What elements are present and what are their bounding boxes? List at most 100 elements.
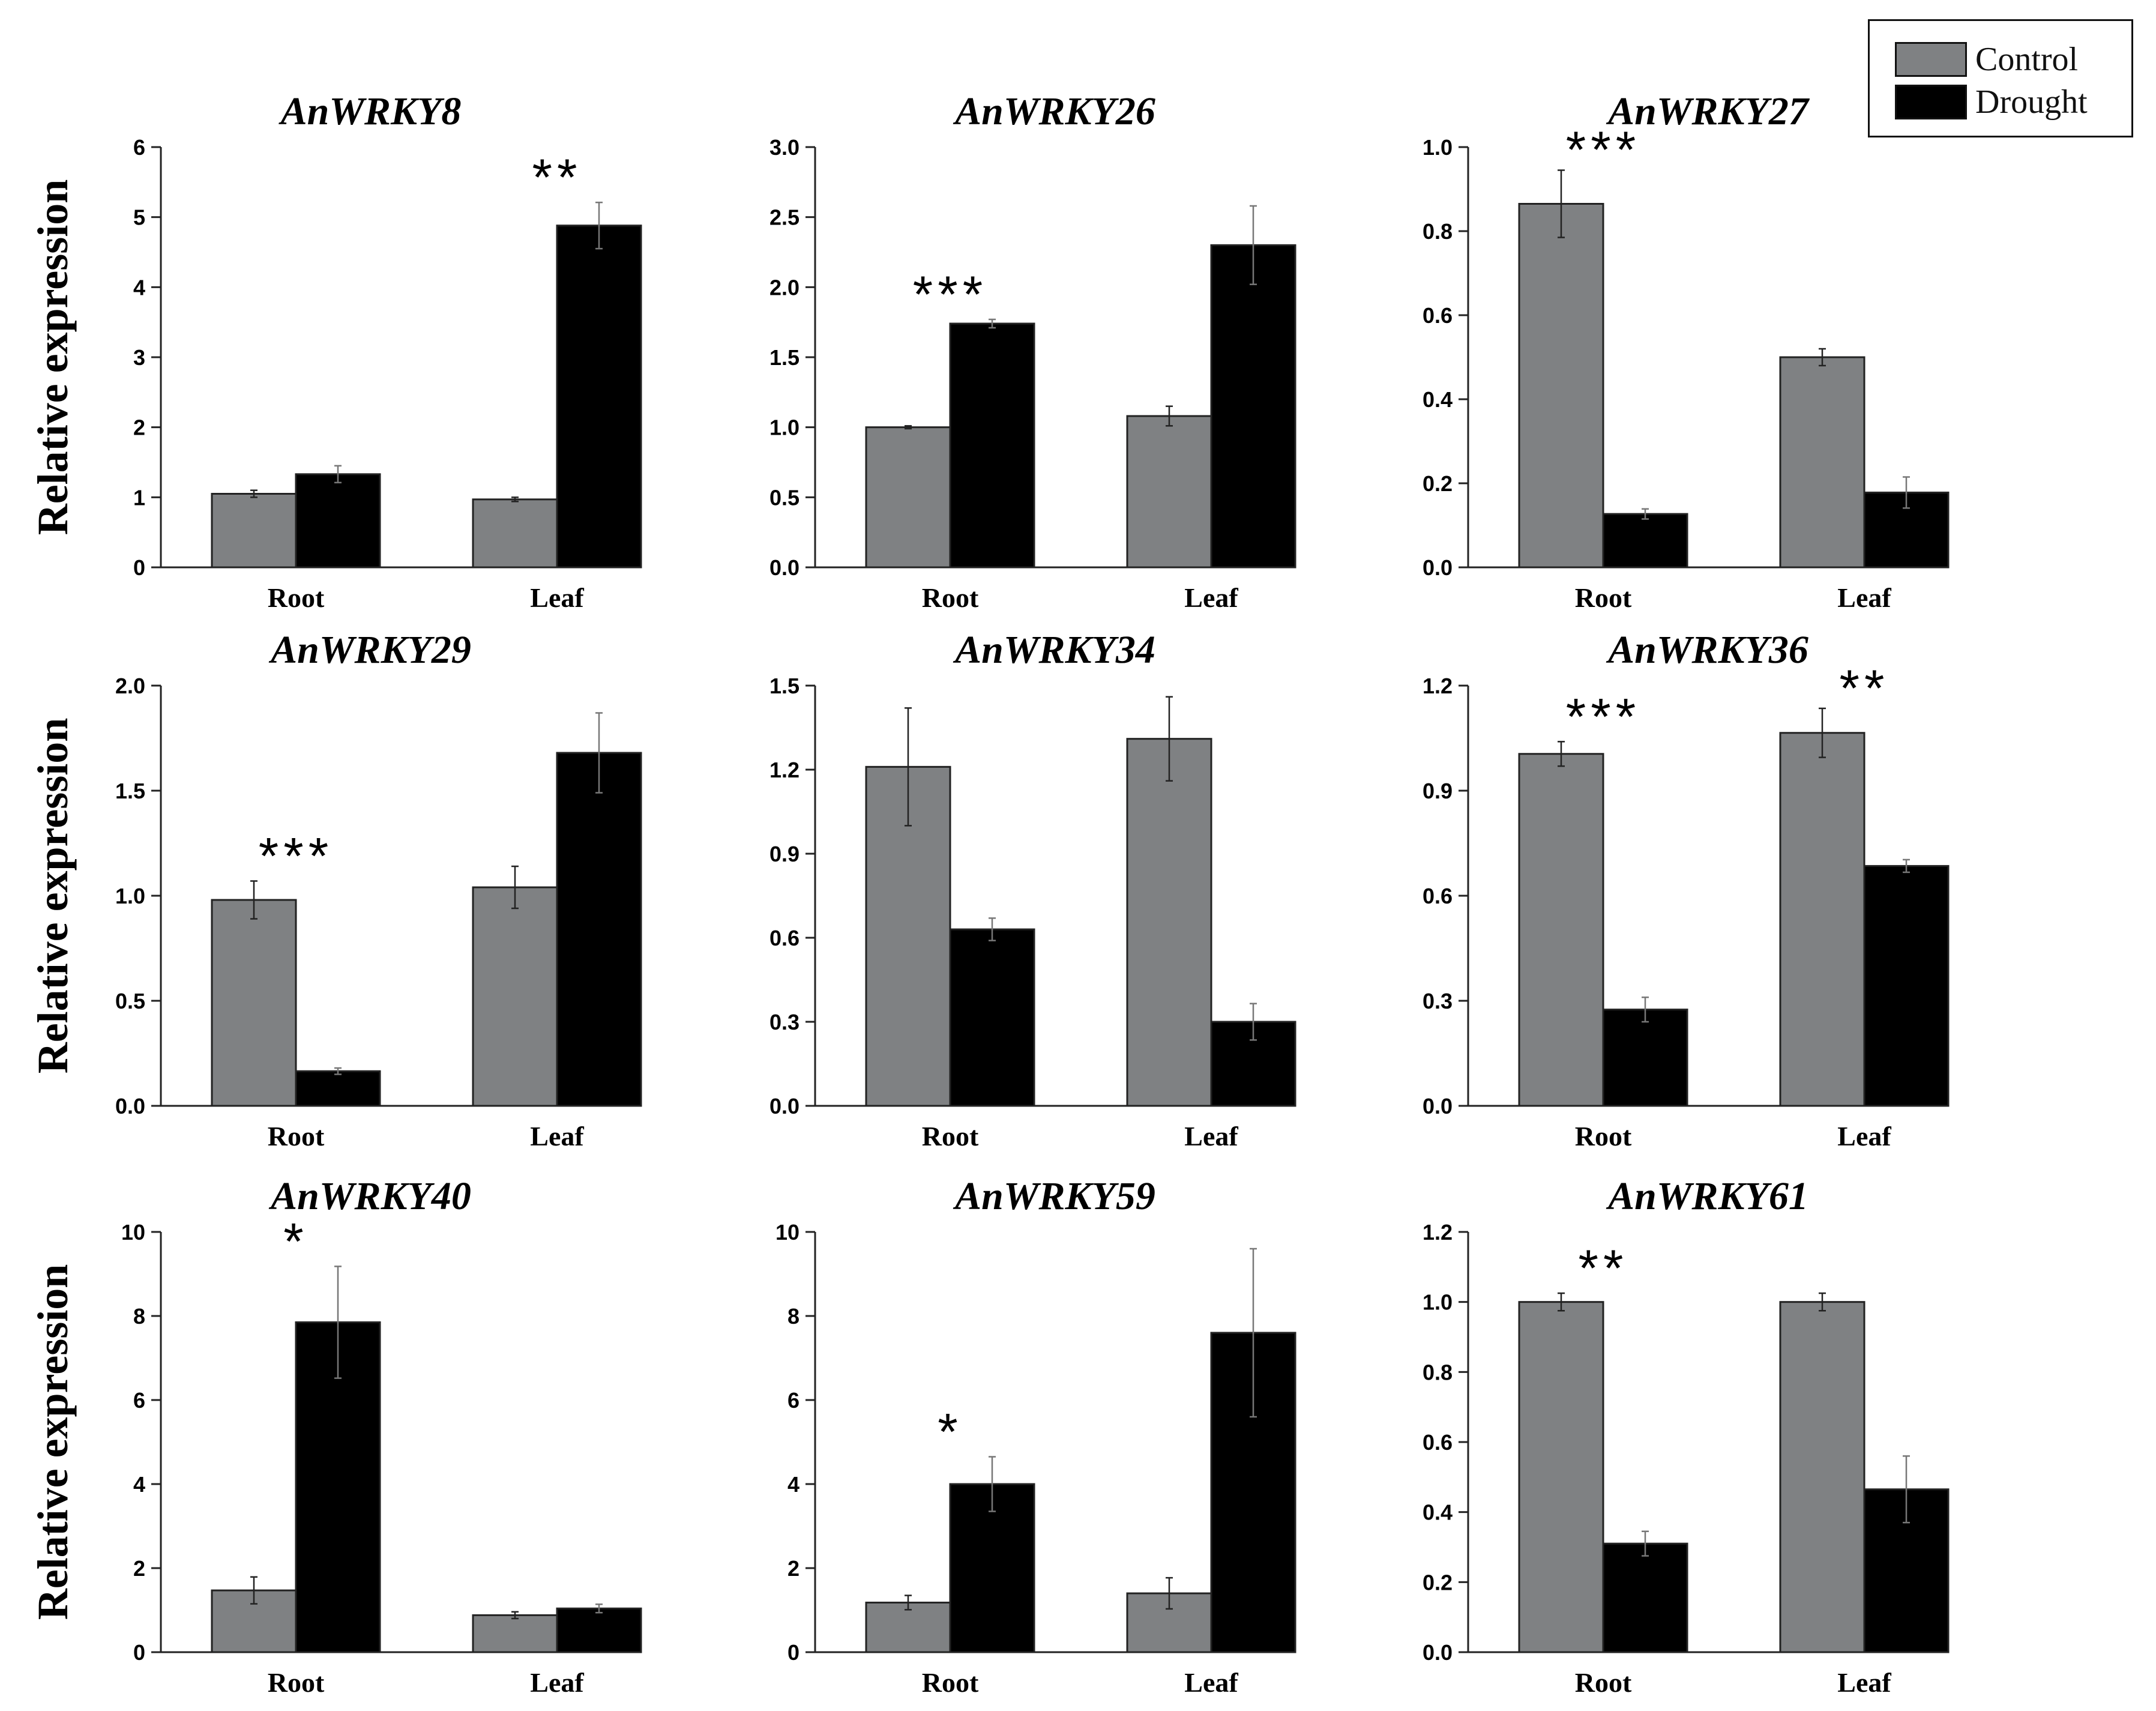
- bar-control-leaf: [472, 498, 558, 569]
- y-tick-label: 0.6: [1423, 884, 1453, 908]
- y-tick-label: 0: [133, 1640, 145, 1665]
- x-tick-label-root: Root: [268, 582, 325, 613]
- bar-drought-leaf: [556, 225, 642, 569]
- legend-label-control: Control: [1975, 41, 2079, 78]
- y-axis-label-row-2: Relative expression: [29, 718, 77, 1074]
- y-tick-label: 2: [133, 415, 145, 440]
- y-tick-label: 0.3: [1423, 989, 1453, 1013]
- significance-marker: *: [938, 1404, 962, 1461]
- y-tick-label: 2: [133, 1556, 145, 1581]
- y-tick-label: 2.0: [115, 674, 145, 698]
- significance-marker: **: [1579, 1240, 1628, 1297]
- legend-swatch-drought: [1895, 85, 1967, 119]
- bar-control-leaf: [1126, 738, 1212, 1107]
- y-tick-label: 6: [133, 1388, 145, 1413]
- x-tick-label-leaf: Leaf: [1184, 582, 1238, 613]
- panel-AnWRKY61: AnWRKY61 0.0 0.2 0.4 0.6 0.8 1.0 1.2 Root ** Leaf: [1423, 1174, 1950, 1698]
- panel-AnWRKY34: AnWRKY34 0.0 0.3 0.6 0.9 1.2 1.5 Root Leaf: [769, 628, 1296, 1151]
- y-tick-label: 3: [133, 345, 145, 370]
- chart-title: AnWRKY26: [953, 89, 1155, 133]
- y-axis-label-row-1: Relative expression: [29, 180, 77, 536]
- y-tick-label: 0.6: [1423, 1430, 1453, 1455]
- x-tick-label-leaf: Leaf: [1184, 1667, 1238, 1698]
- y-tick-label: 2: [787, 1556, 799, 1581]
- chart-title: AnWRKY40: [268, 1174, 471, 1218]
- y-tick-label: 0: [787, 1640, 799, 1665]
- chart-title: AnWRKY29: [268, 628, 471, 672]
- y-tick-label: 8: [133, 1304, 145, 1329]
- y-tick-label: 0.4: [1423, 1500, 1453, 1525]
- y-tick-label: 0.9: [1423, 779, 1453, 803]
- significance-marker: **: [532, 149, 582, 207]
- bar-drought-root: [1602, 1009, 1688, 1107]
- bar-control-leaf: [1126, 415, 1212, 569]
- x-tick-label-leaf: Leaf: [530, 582, 584, 613]
- y-tick-label: 0.8: [1423, 219, 1453, 244]
- legend-label-drought: Drought: [1975, 83, 2088, 121]
- chart-title: AnWRKY27: [1606, 89, 1810, 133]
- y-tick-label: 5: [133, 205, 145, 230]
- panel-AnWRKY59: AnWRKY59 0 2 4 6 8 10 Root * Leaf: [775, 1174, 1296, 1698]
- bar-drought-leaf: [1863, 865, 1950, 1107]
- significance-marker: ***: [1566, 688, 1640, 746]
- y-tick-label: 1.2: [769, 758, 799, 782]
- x-tick-label-leaf: Leaf: [1837, 1121, 1891, 1151]
- y-tick-label: 6: [787, 1388, 799, 1413]
- significance-marker: ***: [1566, 121, 1640, 179]
- x-tick-label-leaf: Leaf: [1184, 1121, 1238, 1151]
- x-tick-label-root: Root: [1575, 582, 1632, 613]
- bar-drought-root: [1602, 513, 1688, 569]
- y-tick-label: 1.5: [769, 345, 799, 370]
- y-tick-label: 4: [133, 1472, 145, 1497]
- panel-AnWRKY26: AnWRKY26 0.0 0.5 1.0 1.5 2.0 2.5 3.0 Root *** Leaf: [769, 89, 1296, 613]
- y-tick-label: 0.6: [769, 926, 799, 950]
- bar-drought-root: [295, 473, 381, 569]
- y-tick-label: 10: [121, 1220, 145, 1245]
- bar-drought-leaf: [556, 1607, 642, 1653]
- y-tick-label: 0.0: [1423, 1094, 1453, 1118]
- panel-AnWRKY8: AnWRKY8 0 1 2 3 4 5 6 Root Leaf **: [133, 89, 642, 613]
- y-tick-label: 1.2: [1423, 1220, 1453, 1245]
- y-tick-label: 8: [787, 1304, 799, 1329]
- chart-title: AnWRKY59: [953, 1174, 1155, 1218]
- y-tick-label: 1.0: [769, 415, 799, 440]
- y-tick-label: 4: [133, 275, 145, 300]
- x-tick-label-root: Root: [922, 1121, 979, 1151]
- bar-control-leaf: [1779, 732, 1865, 1107]
- y-tick-label: 10: [775, 1220, 799, 1245]
- y-tick-label: 1.0: [1423, 1290, 1453, 1315]
- y-tick-label: 0.0: [769, 1094, 799, 1118]
- y-tick-label: 0.5: [769, 485, 799, 510]
- bar-drought-root: [949, 322, 1035, 569]
- bar-control-root: [1518, 1301, 1604, 1653]
- y-tick-label: 2.0: [769, 275, 799, 300]
- x-tick-label-root: Root: [922, 582, 979, 613]
- y-axis-label-row-3: Relative expression: [29, 1264, 77, 1620]
- bar-control-root: [865, 426, 951, 569]
- y-tick-label: 3.0: [769, 135, 799, 160]
- chart-title: AnWRKY61: [1606, 1174, 1808, 1218]
- y-tick-label: 1.5: [769, 674, 799, 698]
- x-tick-label-root: Root: [268, 1121, 325, 1151]
- y-tick-label: 1.0: [115, 884, 145, 908]
- bar-control-root: [211, 899, 297, 1107]
- y-tick-label: 6: [133, 135, 145, 160]
- chart-title: AnWRKY34: [953, 628, 1155, 672]
- significance-marker: ***: [913, 266, 987, 324]
- y-tick-label: 0.5: [115, 989, 145, 1013]
- bar-drought-leaf: [1210, 244, 1296, 569]
- y-tick-label: 1: [133, 485, 145, 510]
- significance-marker: **: [1840, 660, 1890, 717]
- legend-item-control: Control: [1895, 41, 2078, 78]
- x-tick-label-leaf: Leaf: [530, 1667, 584, 1698]
- y-tick-label: 0.0: [115, 1094, 145, 1118]
- panel-AnWRKY36: AnWRKY36 0.0 0.3 0.6 0.9 1.2 Root *** Leaf **: [1423, 628, 1950, 1151]
- bar-drought-root: [1602, 1542, 1688, 1653]
- bar-drought-leaf: [556, 752, 642, 1107]
- y-tick-label: 0.9: [769, 842, 799, 866]
- y-tick-label: 0.0: [1423, 1640, 1453, 1665]
- chart-title: AnWRKY36: [1606, 628, 1808, 672]
- y-tick-label: 0.2: [1423, 1570, 1453, 1595]
- bar-control-root: [211, 493, 297, 569]
